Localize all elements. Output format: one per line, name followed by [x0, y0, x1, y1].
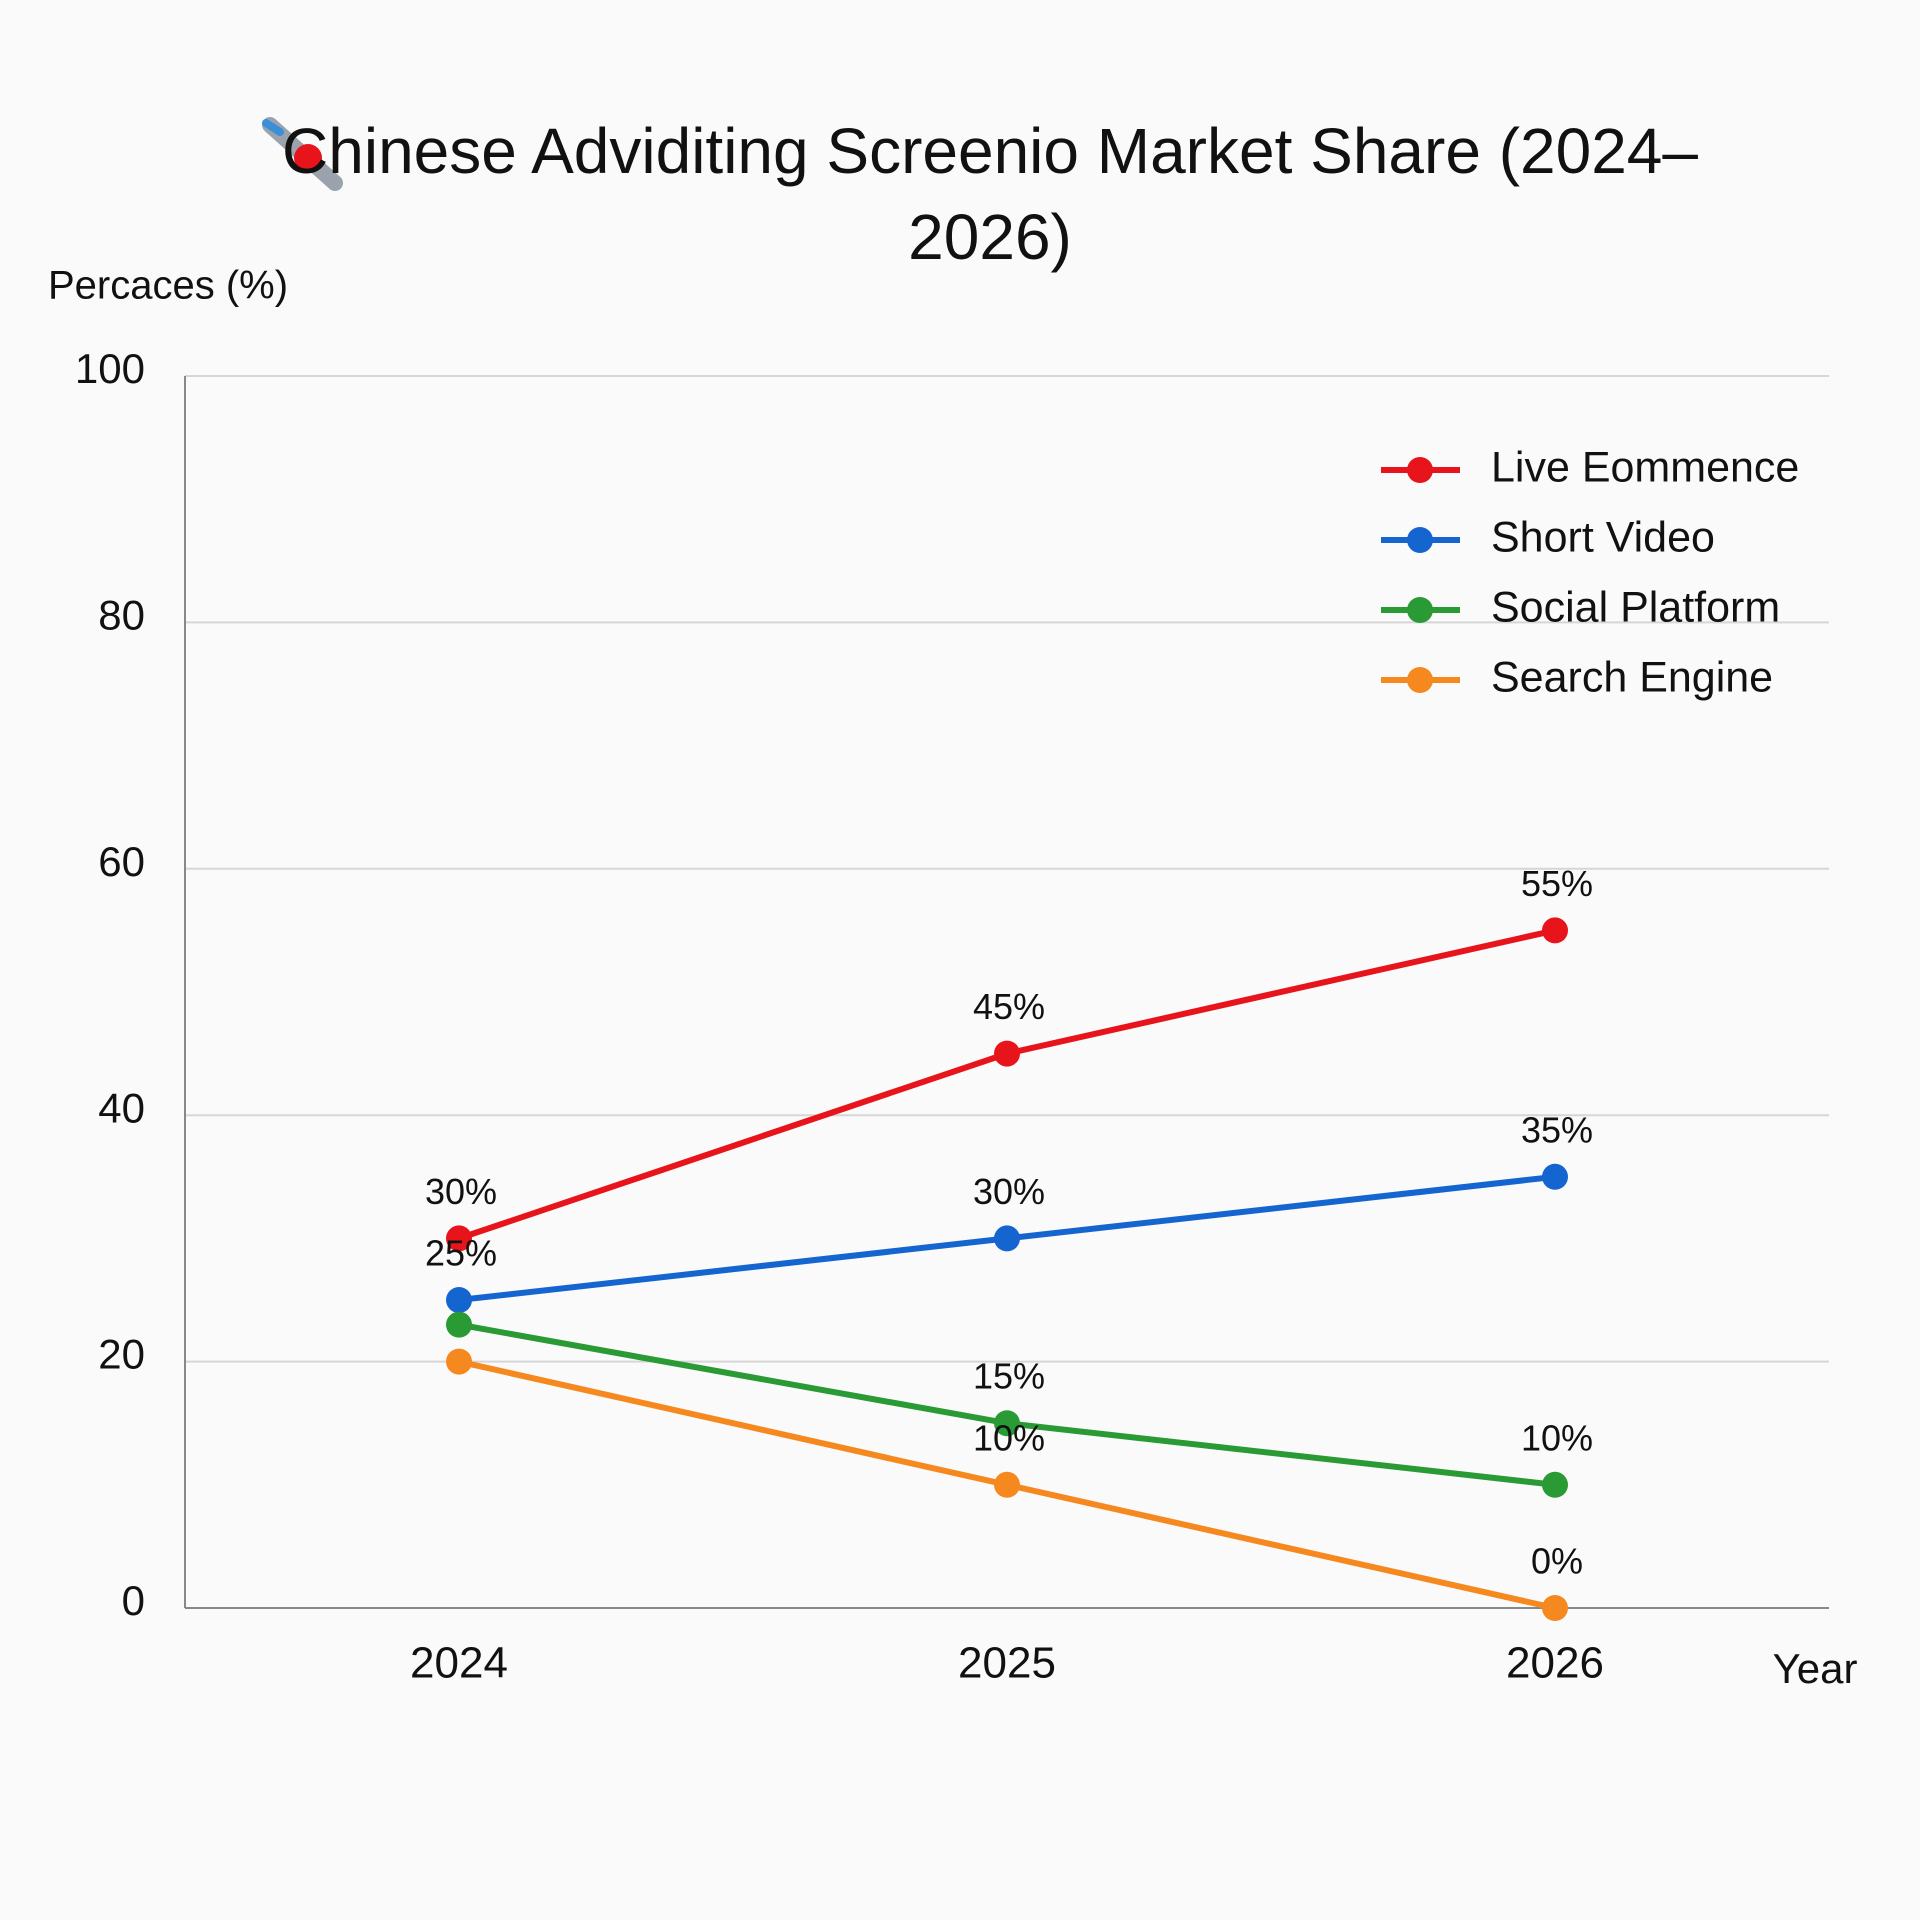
legend-marker — [1407, 527, 1433, 553]
data-point — [1542, 1471, 1568, 1498]
data-label: 10% — [973, 1417, 1045, 1458]
y-axis-label: Percaces (%) — [48, 264, 288, 308]
data-label: 35% — [1521, 1109, 1593, 1150]
data-label: 45% — [973, 986, 1045, 1027]
y-tick-label: 40 — [98, 1084, 145, 1131]
x-axis-label: Year — [1773, 1645, 1858, 1692]
data-point — [446, 1225, 472, 1252]
data-label: 30% — [973, 1171, 1045, 1212]
data-point — [994, 1471, 1020, 1498]
y-tick-label: 60 — [98, 838, 145, 885]
data-label: 25% — [425, 1233, 497, 1274]
series-line — [458, 1321, 1556, 1488]
data-label: 30% — [425, 1171, 497, 1212]
data-label: 0% — [1531, 1541, 1583, 1582]
y-tick-label: 80 — [98, 591, 145, 638]
legend-label: Search Engine — [1491, 653, 1773, 701]
x-tick-label: 2025 — [958, 1639, 1056, 1688]
title-icon — [262, 117, 343, 191]
legend-marker — [1407, 667, 1433, 693]
y-tick-label: 100 — [75, 345, 145, 392]
data-point — [994, 1040, 1020, 1067]
legend-marker — [1407, 457, 1433, 483]
data-point — [994, 1225, 1020, 1252]
data-point — [1542, 1595, 1568, 1621]
y-tick-label: 0 — [122, 1577, 145, 1624]
legend-label: Short Video — [1491, 513, 1715, 561]
legend-label: Live Eommence — [1491, 443, 1799, 491]
y-tick-label: 20 — [98, 1331, 145, 1378]
data-point — [446, 1287, 472, 1313]
data-point — [446, 1348, 472, 1375]
data-label: 10% — [1521, 1417, 1593, 1458]
data-point — [994, 1410, 1020, 1437]
data-label: 15% — [973, 1356, 1045, 1397]
data-point — [446, 1311, 472, 1338]
x-tick-label: 2026 — [1506, 1639, 1604, 1688]
chart-title: Chinese Adviditing Screenio Market Share… — [282, 115, 1698, 273]
legend-label: Social Platform — [1491, 583, 1780, 631]
data-label: 55% — [1521, 863, 1593, 904]
data-point — [1542, 917, 1568, 944]
x-tick-label: 2024 — [410, 1639, 508, 1688]
data-point — [1542, 1163, 1568, 1190]
legend-marker — [1407, 597, 1433, 623]
